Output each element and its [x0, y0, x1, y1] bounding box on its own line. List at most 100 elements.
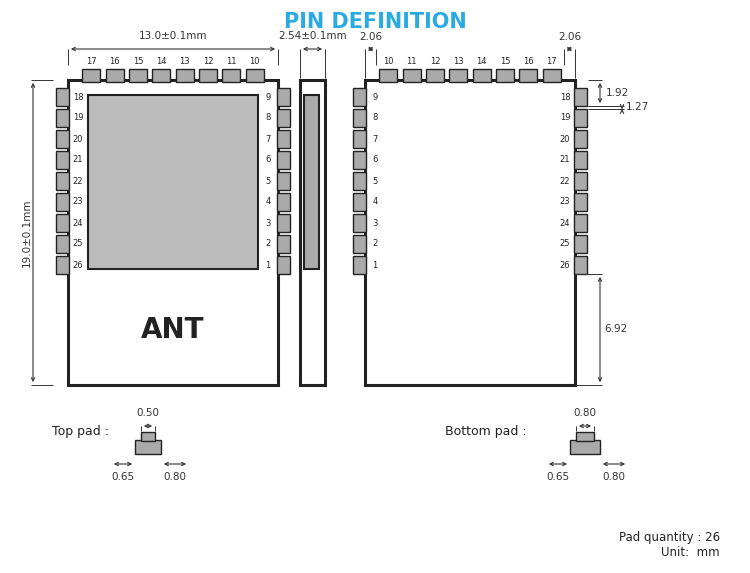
Text: 6.92: 6.92: [604, 324, 627, 335]
Text: 15: 15: [500, 57, 510, 66]
Text: 20: 20: [560, 135, 570, 143]
Text: 12: 12: [430, 57, 440, 66]
Bar: [56, 88, 69, 106]
Text: 21: 21: [73, 155, 83, 164]
Text: 26: 26: [560, 261, 570, 269]
Text: 15: 15: [133, 57, 143, 66]
Text: Bottom pad :: Bottom pad :: [445, 426, 526, 438]
Bar: [353, 193, 366, 211]
Bar: [277, 172, 290, 190]
Bar: [449, 69, 467, 82]
Bar: [574, 172, 587, 190]
Text: 2: 2: [266, 240, 271, 249]
Bar: [277, 109, 290, 127]
Bar: [277, 88, 290, 106]
Text: 5: 5: [266, 176, 271, 186]
Text: 5: 5: [372, 176, 377, 186]
Bar: [56, 256, 69, 274]
Bar: [141, 432, 155, 441]
Text: 7: 7: [372, 135, 378, 143]
Text: 1: 1: [266, 261, 271, 269]
Bar: [353, 256, 366, 274]
Text: PIN DEFINITION: PIN DEFINITION: [284, 12, 466, 32]
Bar: [88, 95, 258, 269]
Text: 25: 25: [73, 240, 83, 249]
Bar: [56, 130, 69, 148]
Bar: [365, 80, 575, 385]
Text: 18: 18: [560, 92, 570, 101]
Bar: [56, 214, 69, 232]
Text: 12: 12: [202, 57, 213, 66]
Text: 21: 21: [560, 155, 570, 164]
Text: 16: 16: [523, 57, 534, 66]
Text: 11: 11: [406, 57, 417, 66]
Text: Unit:  mm: Unit: mm: [662, 545, 720, 559]
Bar: [56, 109, 69, 127]
Text: 4: 4: [372, 198, 377, 206]
Text: 13.0±0.1mm: 13.0±0.1mm: [139, 31, 207, 41]
Bar: [574, 214, 587, 232]
Bar: [574, 109, 587, 127]
Text: 7: 7: [266, 135, 271, 143]
Text: 22: 22: [560, 176, 570, 186]
Bar: [574, 193, 587, 211]
Text: 9: 9: [266, 92, 271, 101]
Text: 23: 23: [73, 198, 83, 206]
Bar: [277, 235, 290, 253]
Text: 19: 19: [73, 113, 83, 123]
Bar: [574, 256, 587, 274]
Bar: [353, 214, 366, 232]
Bar: [570, 440, 600, 454]
Bar: [574, 130, 587, 148]
Bar: [576, 432, 594, 441]
Text: 17: 17: [86, 57, 97, 66]
Text: 23: 23: [560, 198, 570, 206]
Text: 10: 10: [383, 57, 394, 66]
Bar: [106, 69, 124, 82]
Text: 0.50: 0.50: [136, 408, 160, 418]
Text: 1.92: 1.92: [606, 88, 629, 98]
Text: 6: 6: [372, 155, 378, 164]
Text: 13: 13: [453, 57, 464, 66]
Bar: [403, 69, 421, 82]
Text: 16: 16: [110, 57, 120, 66]
Bar: [68, 80, 278, 385]
Bar: [135, 440, 161, 454]
Bar: [543, 69, 561, 82]
Bar: [353, 109, 366, 127]
Bar: [277, 193, 290, 211]
Bar: [353, 235, 366, 253]
Text: 2: 2: [372, 240, 377, 249]
Bar: [496, 69, 514, 82]
Bar: [300, 80, 325, 385]
Text: 2.06: 2.06: [558, 32, 581, 42]
Bar: [199, 69, 217, 82]
Text: 4: 4: [266, 198, 271, 206]
Text: 0.80: 0.80: [602, 472, 625, 482]
Text: Pad quantity : 26: Pad quantity : 26: [619, 532, 720, 544]
Text: 14: 14: [476, 57, 487, 66]
Bar: [176, 69, 194, 82]
Text: 24: 24: [73, 218, 83, 227]
Bar: [380, 69, 398, 82]
Bar: [222, 69, 240, 82]
Bar: [56, 172, 69, 190]
Bar: [129, 69, 147, 82]
Text: 6: 6: [266, 155, 271, 164]
Text: 26: 26: [73, 261, 83, 269]
Text: 0.80: 0.80: [164, 472, 187, 482]
Text: 0.80: 0.80: [574, 408, 596, 418]
Text: 2.54±0.1mm: 2.54±0.1mm: [278, 31, 346, 41]
Bar: [152, 69, 170, 82]
Text: 0.65: 0.65: [112, 472, 134, 482]
Bar: [277, 130, 290, 148]
Text: 9: 9: [372, 92, 377, 101]
Bar: [353, 172, 366, 190]
Bar: [574, 151, 587, 169]
Text: 13: 13: [179, 57, 190, 66]
Text: 0.65: 0.65: [547, 472, 569, 482]
Text: 19: 19: [560, 113, 570, 123]
Text: 11: 11: [226, 57, 236, 66]
Bar: [353, 151, 366, 169]
Bar: [353, 88, 366, 106]
